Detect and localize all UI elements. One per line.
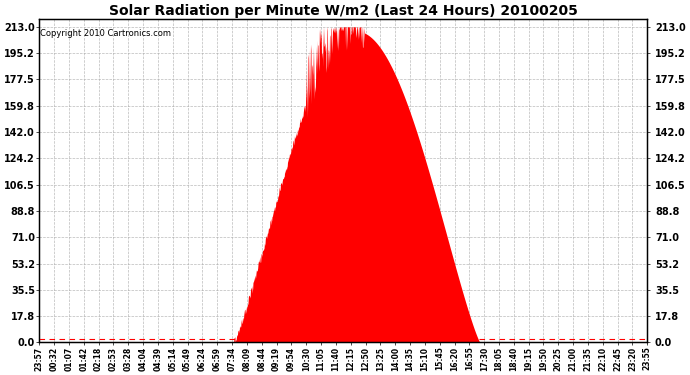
Text: Copyright 2010 Cartronics.com: Copyright 2010 Cartronics.com (41, 29, 171, 38)
Title: Solar Radiation per Minute W/m2 (Last 24 Hours) 20100205: Solar Radiation per Minute W/m2 (Last 24… (109, 4, 578, 18)
